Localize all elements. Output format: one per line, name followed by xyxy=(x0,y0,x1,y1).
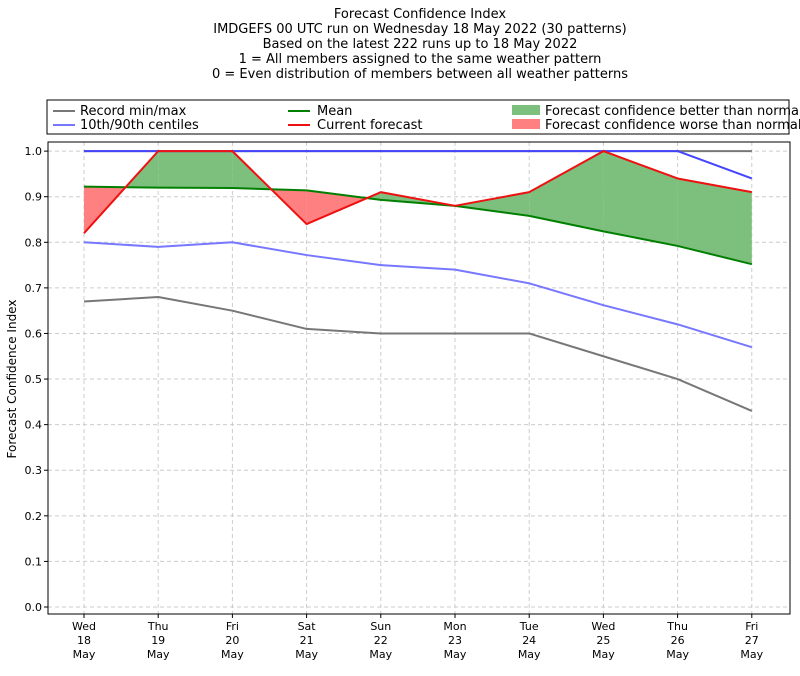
x-tick-label: 24 xyxy=(522,634,536,647)
x-tick-label: Sun xyxy=(370,620,391,633)
legend-current-label: Current forecast xyxy=(317,118,423,133)
title-line-3: Based on the latest 222 runs up to 18 Ma… xyxy=(263,37,578,52)
plot-frame xyxy=(47,141,791,615)
title-line-5: 0 = Even distribution of members between… xyxy=(212,67,628,82)
x-tick-label: Wed xyxy=(72,620,96,633)
legend-mean-label: Mean xyxy=(317,104,352,119)
x-tick-label: May xyxy=(666,648,689,661)
x-tick-label: Fri xyxy=(745,620,758,633)
legend-centiles-label: 10th/90th centiles xyxy=(80,118,199,133)
title-line-4: 1 = All members assigned to the same wea… xyxy=(239,52,602,67)
legend-worse-swatch xyxy=(512,119,540,129)
chart-title: Forecast Confidence Index IMDGEFS 00 UTC… xyxy=(212,7,628,82)
x-tick-label: May xyxy=(592,648,615,661)
x-tick-label: 19 xyxy=(151,634,165,647)
x-tick-label: 25 xyxy=(596,634,610,647)
better-than-normal-area xyxy=(603,151,678,246)
y-tick-label: 0.8 xyxy=(25,236,43,249)
legend-better-label: Forecast confidence better than normal xyxy=(545,104,800,119)
better-than-normal-area xyxy=(677,178,752,265)
x-tick-label: Thu xyxy=(147,620,169,633)
legend-record-label: Record min/max xyxy=(80,104,187,119)
better-than-normal-area xyxy=(529,151,604,232)
y-tick-label: 0.6 xyxy=(25,327,43,340)
legend-worse-label: Forecast confidence worse than normal xyxy=(545,118,800,133)
x-tick-label: May xyxy=(73,648,96,661)
better-than-normal-area xyxy=(455,192,530,216)
x-tick-label: 21 xyxy=(300,634,314,647)
legend-better-swatch xyxy=(512,105,540,115)
y-tick-label: 0.2 xyxy=(25,510,43,523)
y-tick-label: 0.9 xyxy=(25,191,43,204)
x-tick-label: May xyxy=(740,648,763,661)
x-tick-label: 27 xyxy=(745,634,759,647)
x-tick-label: May xyxy=(221,648,244,661)
x-tick-label: May xyxy=(518,648,541,661)
y-tick-label: 0.5 xyxy=(25,373,43,386)
worse-than-normal-area xyxy=(306,190,367,225)
y-axis-label: Forecast Confidence Index xyxy=(5,300,19,459)
x-tick-label: Fri xyxy=(226,620,239,633)
x-tick-label: 26 xyxy=(671,634,685,647)
plot-area: 0.00.10.20.30.40.50.60.70.80.91.0Wed18Ma… xyxy=(25,141,791,661)
x-tick-label: Sat xyxy=(298,620,317,633)
current-forecast-line xyxy=(83,150,752,234)
title-line-2: IMDGEFS 00 UTC run on Wednesday 18 May 2… xyxy=(213,22,627,37)
x-tick-label: Tue xyxy=(519,620,539,633)
x-tick-label: Thu xyxy=(666,620,688,633)
x-tick-label: Wed xyxy=(591,620,615,633)
x-tick-label: May xyxy=(369,648,392,661)
legend-frame xyxy=(46,99,790,135)
x-tick-label: May xyxy=(444,648,467,661)
x-tick-label: 22 xyxy=(374,634,388,647)
y-tick-label: 0.0 xyxy=(25,601,43,614)
x-tick-label: May xyxy=(295,648,318,661)
x-tick-label: 20 xyxy=(225,634,239,647)
title-line-1: Forecast Confidence Index xyxy=(334,7,506,22)
y-tick-label: 0.1 xyxy=(25,555,43,568)
y-tick-label: 0.4 xyxy=(25,419,43,432)
y-tick-label: 1.0 xyxy=(25,145,43,158)
x-tick-label: 18 xyxy=(77,634,91,647)
record-min-line xyxy=(83,296,753,412)
mean-line xyxy=(83,185,753,266)
x-tick-label: Mon xyxy=(443,620,466,633)
better-than-normal-area xyxy=(158,151,233,189)
x-tick-label: May xyxy=(147,648,170,661)
legend: Record min/max 10th/90th centiles Mean C… xyxy=(46,99,800,135)
x-tick-label: 23 xyxy=(448,634,462,647)
y-tick-label: 0.3 xyxy=(25,464,43,477)
10th-centile-line xyxy=(83,241,753,349)
y-tick-label: 0.7 xyxy=(25,282,43,295)
